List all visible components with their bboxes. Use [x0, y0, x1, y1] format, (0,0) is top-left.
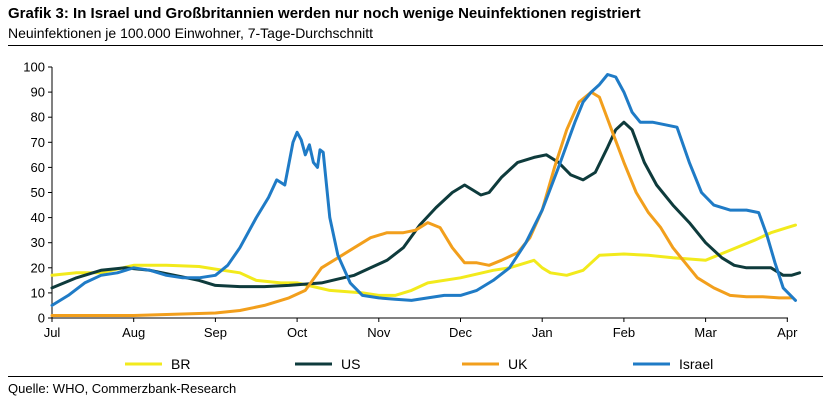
series-line-israel [50, 73, 797, 307]
series-line-br [50, 223, 797, 297]
chart-axes [51, 67, 788, 319]
legend-label-us: US [341, 356, 360, 372]
legend: BR US UK Israel [125, 356, 713, 372]
y-tick-label: 50 [31, 185, 45, 200]
y-tick-label: 90 [31, 85, 45, 100]
x-tick-label: Sep [204, 325, 227, 340]
x-tick-label: Mar [694, 325, 717, 340]
legend-label-israel: Israel [679, 356, 713, 372]
header-divider [8, 45, 823, 46]
y-tick-label: 30 [31, 235, 45, 250]
x-axis-ticks: Jul Aug Sep Oct Nov Dec Jan Feb Mar Apr [44, 318, 798, 340]
x-tick-label: Aug [122, 325, 145, 340]
footer-divider [8, 376, 823, 377]
series-lines [50, 73, 802, 317]
legend-label-br: BR [171, 356, 190, 372]
y-tick-label: 100 [23, 60, 45, 75]
x-tick-label: Nov [367, 325, 391, 340]
x-tick-label: Dec [449, 325, 473, 340]
y-tick-label: 70 [31, 135, 45, 150]
y-axis-ticks: 0 10 20 30 40 50 60 70 80 90 100 [23, 60, 52, 326]
x-tick-label: Apr [777, 325, 798, 340]
y-tick-label: 40 [31, 210, 45, 225]
x-tick-label: Jul [44, 325, 61, 340]
y-tick-label: 0 [38, 311, 45, 326]
x-tick-label: Feb [613, 325, 635, 340]
chart-title: Grafik 3: In Israel und Großbritannien w… [8, 5, 641, 22]
series-line-us [50, 120, 802, 290]
y-tick-label: 80 [31, 110, 45, 125]
y-tick-label: 20 [31, 260, 45, 275]
source-note: Quelle: WHO, Commerzbank-Research [8, 381, 237, 396]
chart-subtitle: Neuinfektionen je 100.000 Einwohner, 7-T… [8, 25, 374, 41]
x-tick-label: Oct [287, 325, 308, 340]
y-tick-label: 60 [31, 160, 45, 175]
series-line-uk [50, 90, 793, 317]
y-tick-label: 10 [31, 285, 45, 300]
x-tick-label: Jan [532, 325, 553, 340]
legend-label-uk: UK [508, 356, 528, 372]
